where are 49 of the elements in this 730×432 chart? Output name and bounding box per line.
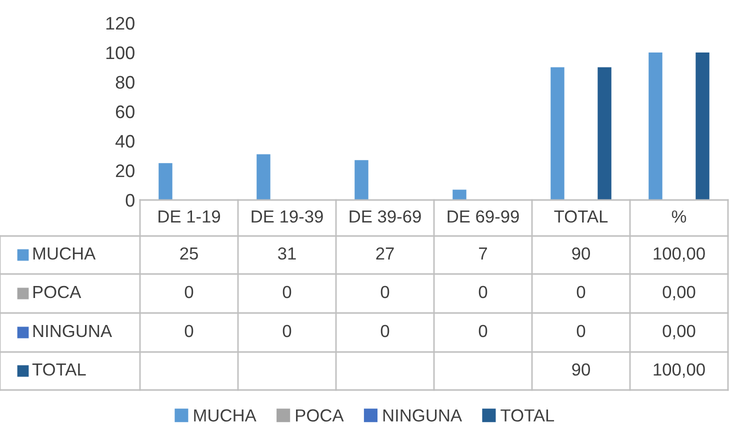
data-label: 31 xyxy=(278,247,296,260)
y-tick-label: 0 xyxy=(126,194,134,207)
data-label: 90 xyxy=(572,247,590,260)
data-label: 0 xyxy=(478,324,488,338)
y-tick-label: 60 xyxy=(116,105,134,118)
data-label: 0,00 xyxy=(662,324,696,340)
data-label: 0 xyxy=(380,324,390,338)
data-label: 0 xyxy=(380,286,390,298)
y-tick-label: 20 xyxy=(116,164,134,178)
x-tick-label: % xyxy=(672,210,686,223)
data-label: 0 xyxy=(184,324,194,338)
text: POCA xyxy=(296,409,344,422)
data-label: 0,00 xyxy=(662,286,696,300)
data-label: 0 xyxy=(576,324,586,338)
data-label: 0 xyxy=(282,286,292,298)
bar xyxy=(696,52,710,200)
x-tick-label: DE 1-19 xyxy=(158,210,220,223)
bar xyxy=(452,190,466,200)
legend-label: POCA xyxy=(33,286,82,298)
data-label: 0 xyxy=(282,324,292,338)
data-label: 0 xyxy=(184,286,194,298)
data-label: 7 xyxy=(479,248,487,260)
y-tick-label: 100 xyxy=(106,46,134,60)
data-label: 25 xyxy=(180,247,198,260)
text: TOTAL xyxy=(32,363,86,376)
bar xyxy=(354,160,368,200)
bar xyxy=(256,154,270,200)
x-tick-label: DE 39-69 xyxy=(350,210,421,223)
x-tick-label: TOTAL xyxy=(554,210,608,223)
legend-label: NINGUNA xyxy=(33,324,112,338)
data-label: 0 xyxy=(576,286,586,298)
bar xyxy=(550,67,564,200)
data-label: 0 xyxy=(478,286,488,298)
bar xyxy=(598,67,612,200)
y-tick-label: 80 xyxy=(116,76,134,89)
bar xyxy=(648,52,662,200)
y-tick-label: 120 xyxy=(106,16,134,30)
data-label: 100,00 xyxy=(654,363,705,378)
data-label: 27 xyxy=(376,247,394,260)
x-tick-label: DE 19-39 xyxy=(252,210,323,223)
text: MUCHA xyxy=(194,409,256,422)
data-label: 100,00 xyxy=(654,247,705,262)
bar xyxy=(158,163,172,200)
legend-label: TOTAL xyxy=(500,409,554,422)
x-tick-label: DE 69-99 xyxy=(448,210,519,223)
legend-label: MUCHA xyxy=(33,247,96,260)
text: NINGUNA xyxy=(383,409,462,422)
y-tick-label: 40 xyxy=(115,134,134,148)
data-label: 90 xyxy=(572,363,590,376)
